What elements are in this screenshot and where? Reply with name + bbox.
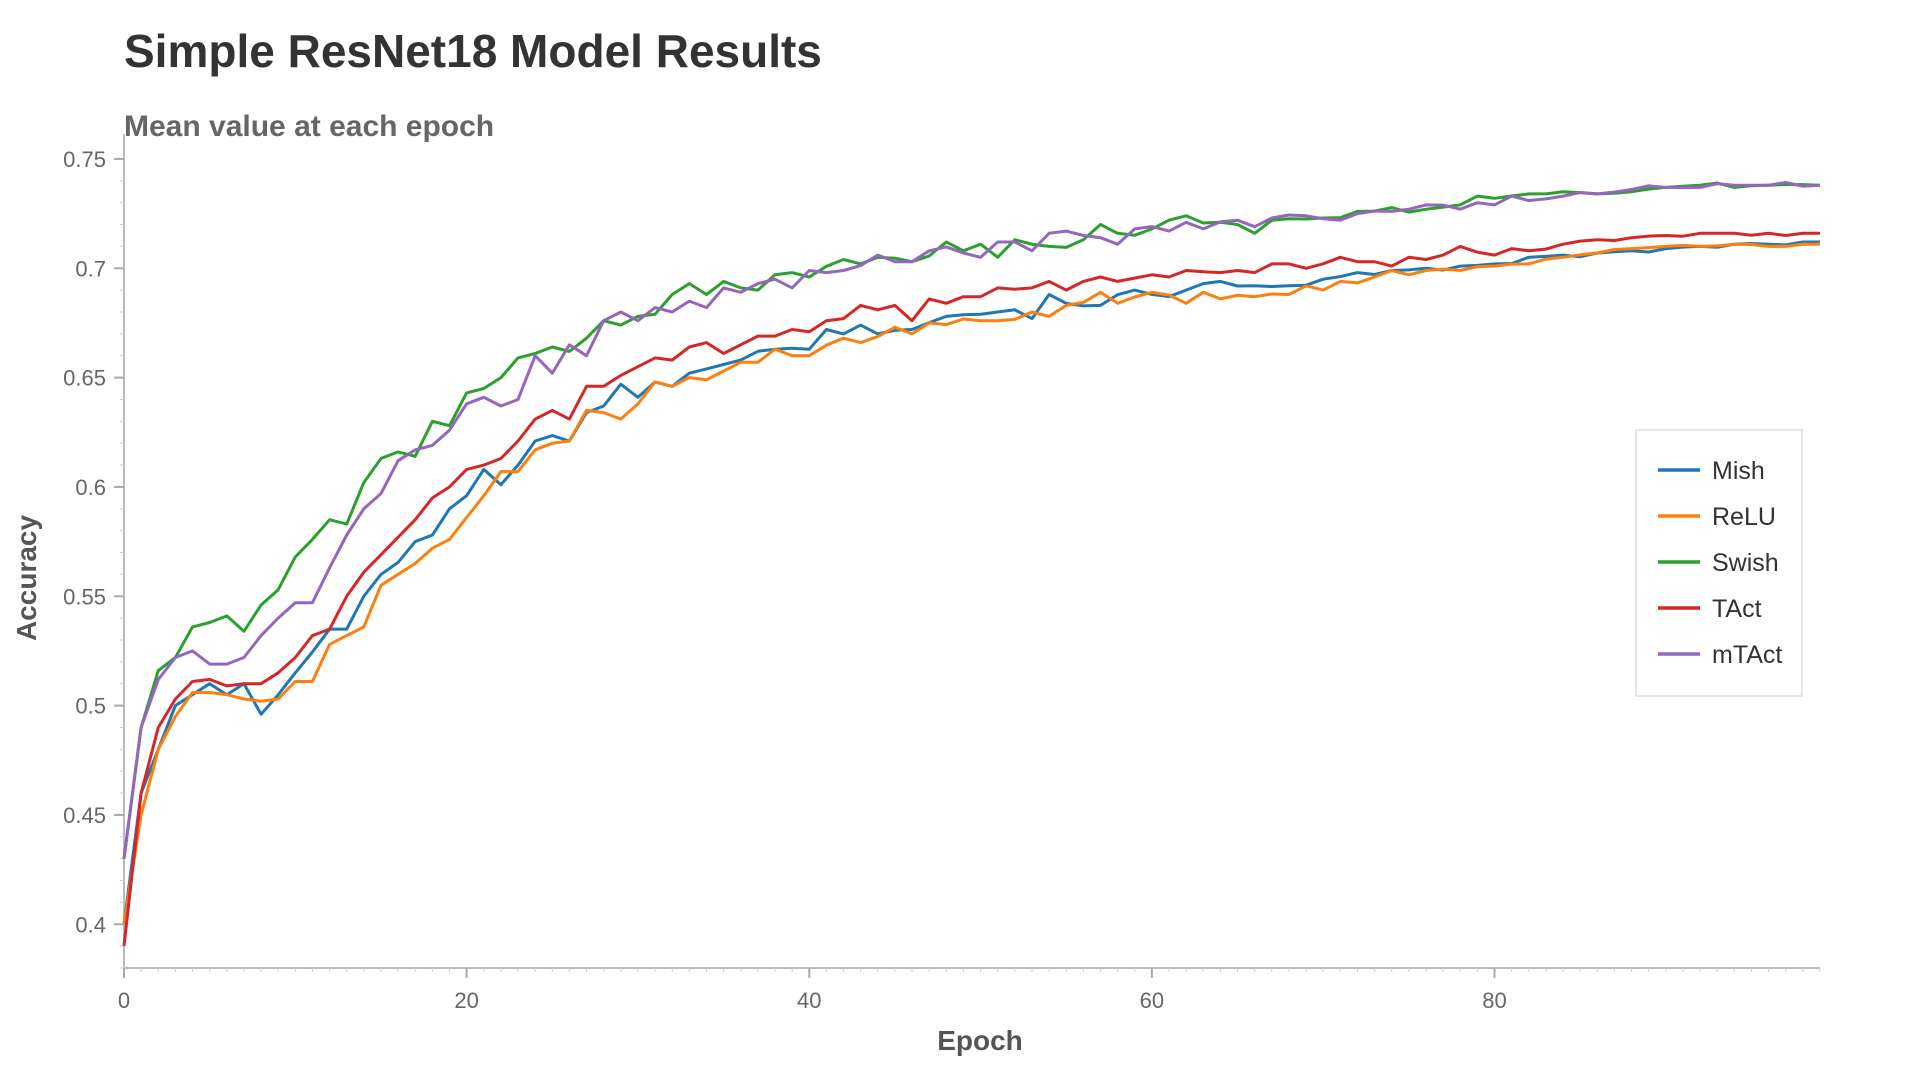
axes: 0 20 40 60 80 0.4 0.45 0.5 0.55 0.6 0.65 0.7 0.75 [63,134,1821,1013]
y-tick-label: 0.65 [63,366,106,391]
legend: Mish ReLU Swish TAct mTAct [1635,429,1803,697]
y-tick-label: 0.75 [63,147,106,172]
chart-subtitle: Mean value at each epoch [124,110,495,143]
series-line-relu [122,242,1820,925]
legend-label-mish: Mish [1712,457,1765,485]
legend-label-mtact: mTAct [1712,641,1782,669]
legend-label-tact: TAct [1712,595,1762,623]
series-line-tact [122,231,1820,947]
x-tick-label: 20 [454,988,478,1013]
series-lines [122,181,1821,947]
series-line-mish [122,240,1820,925]
legend-label-swish: Swish [1712,549,1779,577]
legend-label-relu: ReLU [1712,503,1776,531]
series-line-mtact [122,181,1821,859]
y-axis-title: Accuracy [11,515,42,642]
x-axis-title: Epoch [937,1025,1023,1056]
x-tick-label: 40 [797,988,821,1013]
y-tick-label: 0.7 [75,256,106,281]
x-tick-label: 60 [1140,988,1164,1013]
chart-title: Simple ResNet18 Model Results [124,25,822,77]
series-line-swish [122,181,1821,859]
y-tick-label: 0.5 [75,694,106,719]
y-tick-label: 0.4 [75,912,106,937]
y-tick-label: 0.55 [63,584,106,609]
x-tick-label: 80 [1482,988,1506,1013]
y-tick-label: 0.6 [75,475,106,500]
x-tick-label: 0 [118,988,130,1013]
y-tick-label: 0.45 [63,803,106,828]
